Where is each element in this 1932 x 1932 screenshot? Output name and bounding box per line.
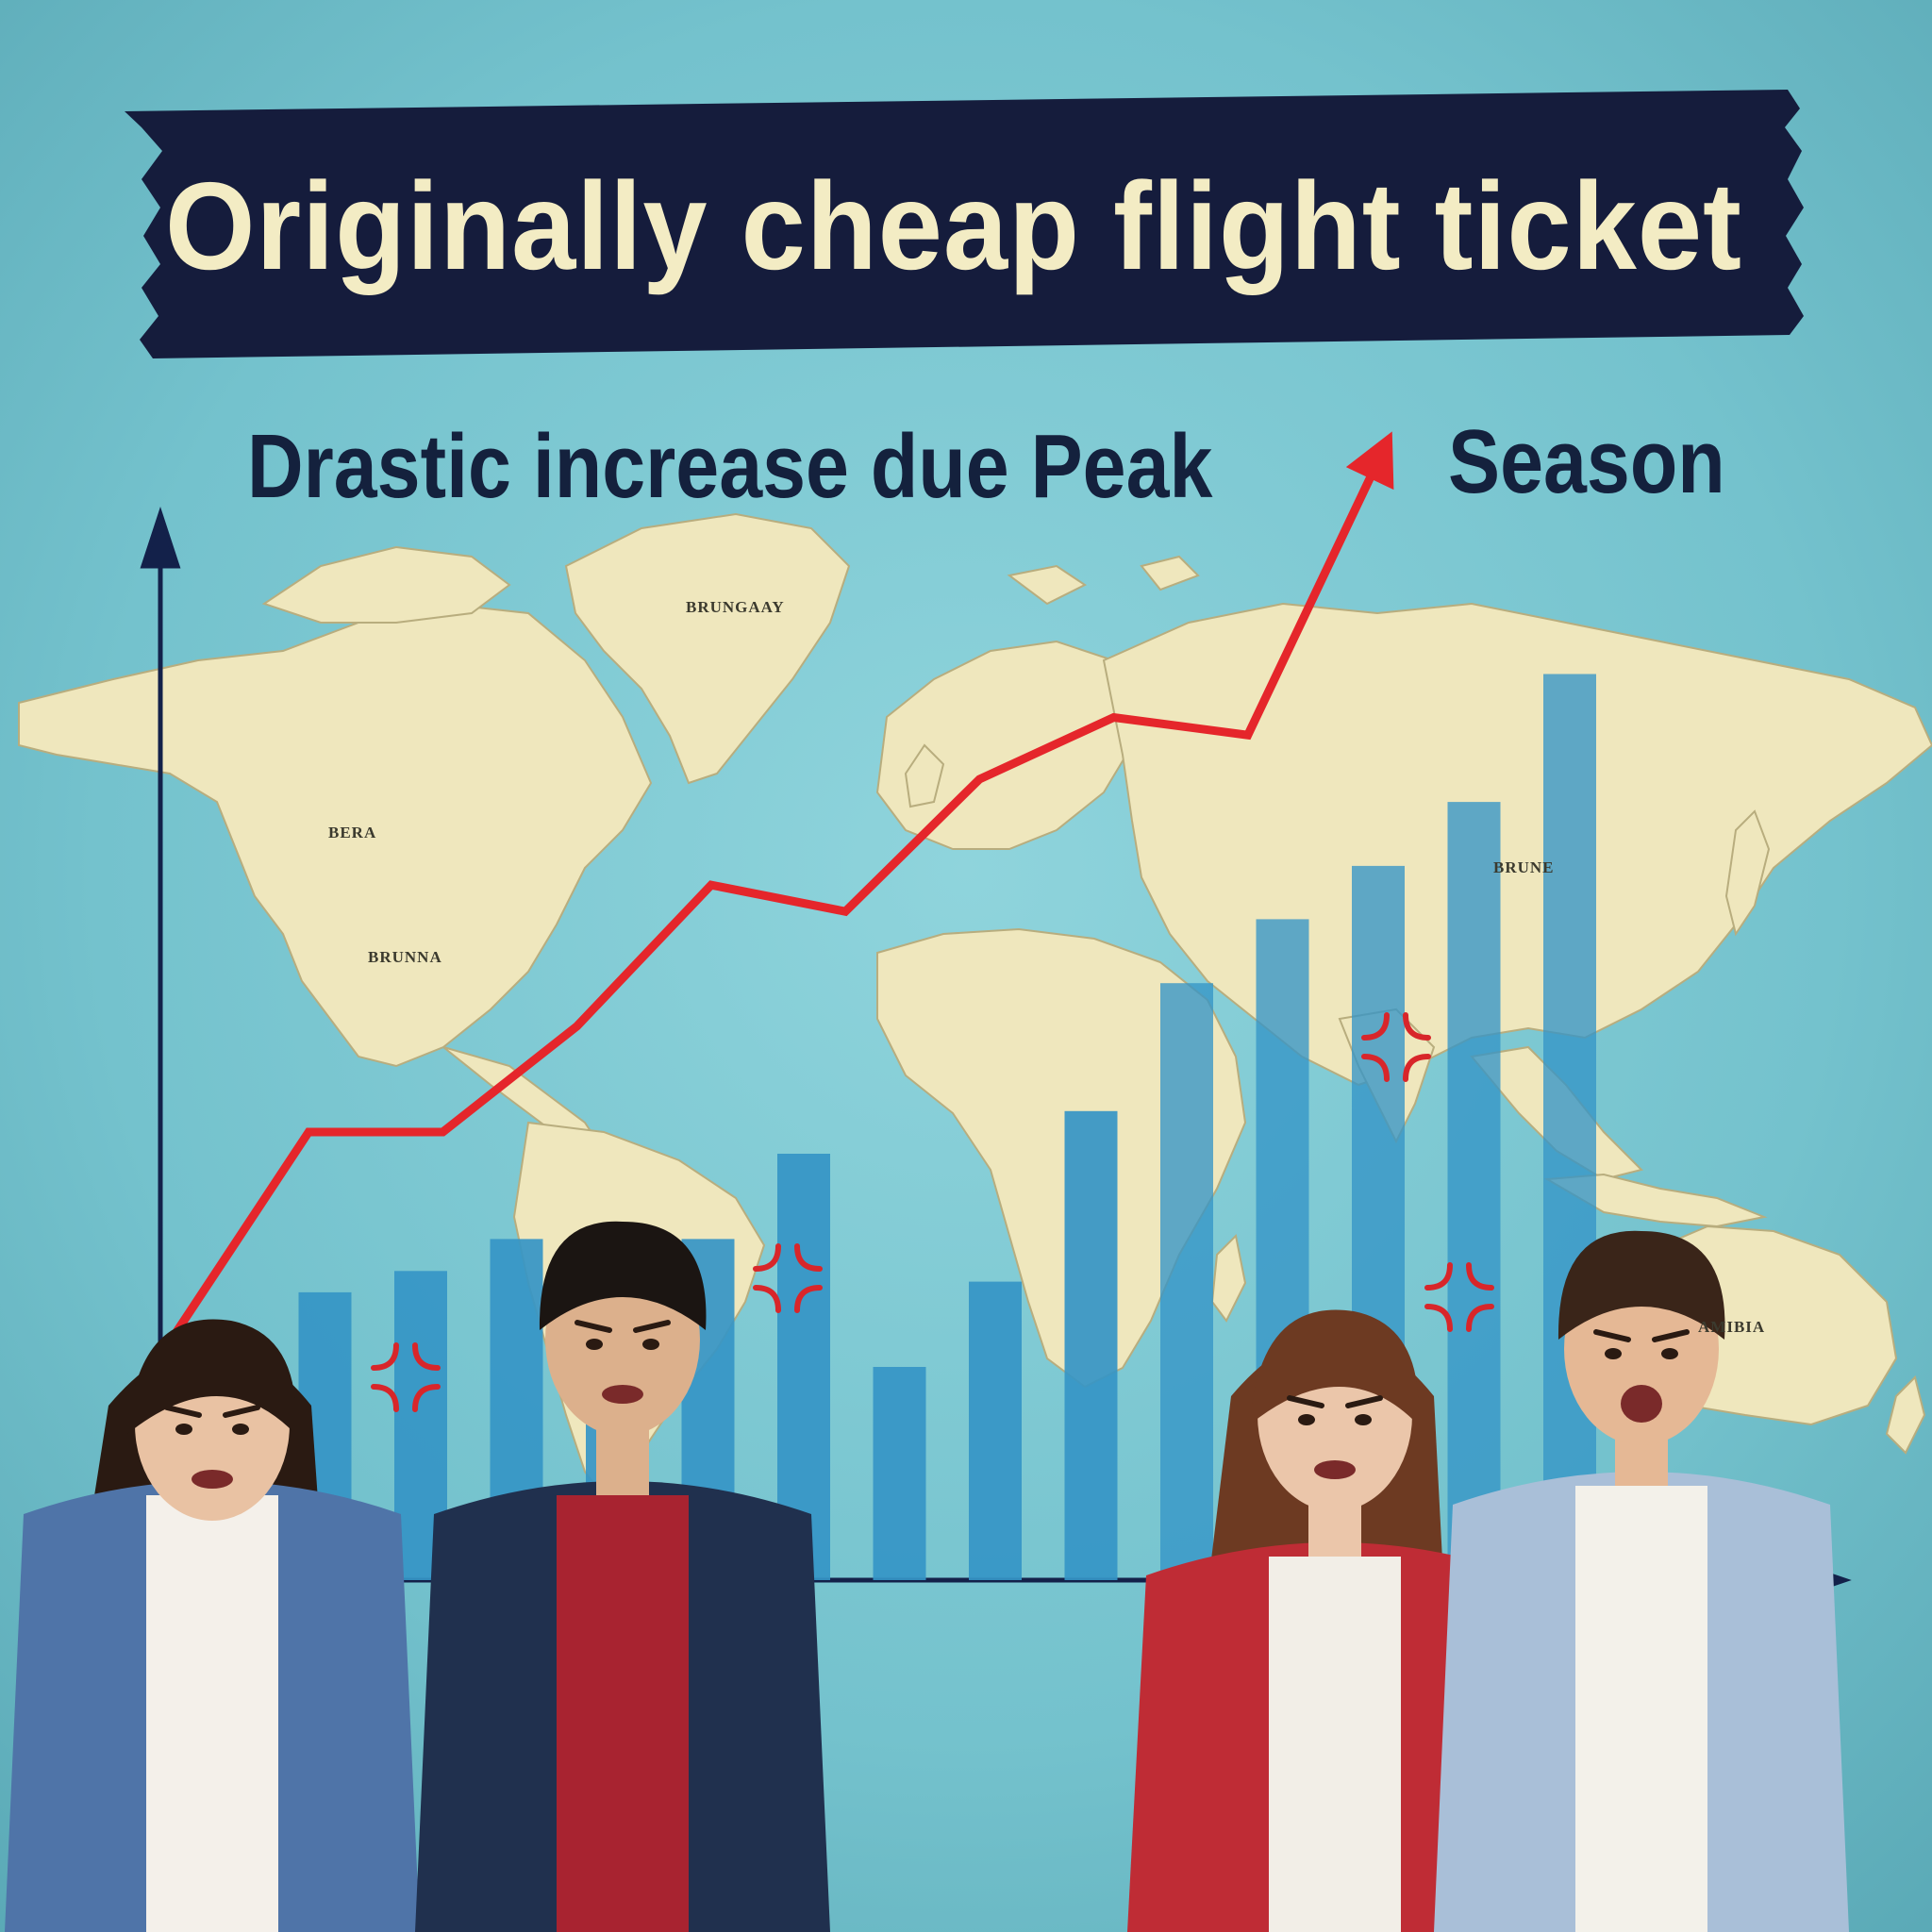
poster-title: Originally cheap flight ticket [165, 157, 1742, 295]
indonesia [1543, 1173, 1768, 1228]
arctic-islands [1007, 555, 1200, 606]
bar-8 [873, 1367, 926, 1580]
trend-line [171, 431, 1394, 1338]
subtitle-part2: Season [1448, 411, 1725, 512]
asia [1102, 602, 1932, 1087]
uk [904, 743, 945, 808]
subtitle-part1: Drastic increase due Peak [247, 416, 1213, 517]
anger-marks [371, 1012, 1494, 1412]
people-group [5, 1221, 1849, 1932]
bar-10 [1064, 1110, 1118, 1580]
greenland [564, 512, 851, 785]
map-label-greenland: BRUNGAAY [686, 598, 785, 616]
bar-15 [1543, 674, 1596, 1580]
map-label-north-america-2: BRUNNA [368, 948, 442, 966]
bar-11 [1160, 983, 1213, 1580]
anger-mark-icon [753, 1243, 823, 1313]
anger-mark-icon [1361, 1012, 1431, 1082]
anger-mark-icon [1424, 1262, 1494, 1332]
trend-line-path [171, 451, 1387, 1338]
anger-mark-icon [371, 1342, 441, 1412]
person-woman-left [5, 1319, 420, 1932]
new-zealand [1885, 1375, 1926, 1455]
map-label-north-america-1: BERA [328, 824, 377, 841]
person-man-right [1434, 1230, 1849, 1932]
y-axis-arrow [140, 506, 181, 569]
map-label-asia: BRUNE [1493, 858, 1555, 876]
bar-series [203, 674, 1596, 1580]
person-man-center [415, 1221, 830, 1932]
bar-14 [1447, 802, 1501, 1580]
map-label-australia: AMIBIA [1698, 1318, 1766, 1336]
europe [875, 640, 1153, 850]
africa [876, 927, 1247, 1389]
japan [1724, 809, 1771, 937]
world-map [18, 512, 1932, 1511]
trend-arrowhead [1345, 431, 1394, 491]
canada-islands [261, 545, 511, 624]
bar-9 [969, 1281, 1022, 1580]
title-banner [125, 90, 1804, 358]
